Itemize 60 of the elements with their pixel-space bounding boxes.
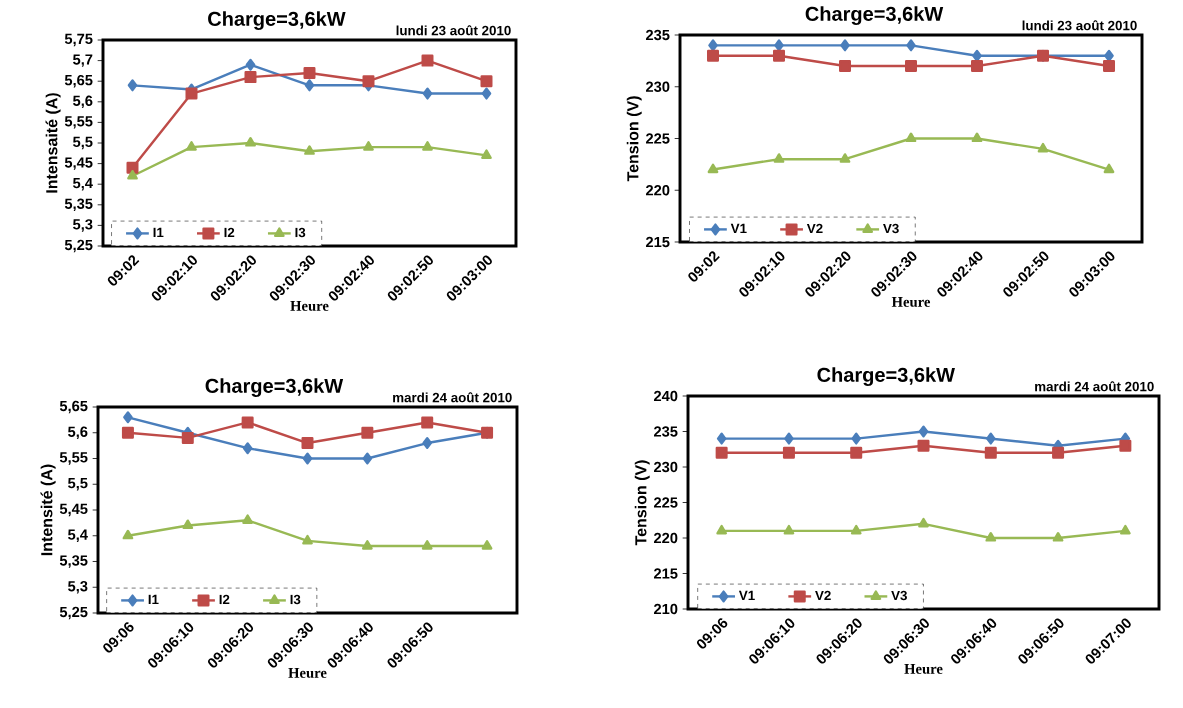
y-tick-label: 225 — [645, 133, 670, 144]
legend-label: I3 — [295, 227, 306, 238]
chart-subtitle: lundi 23 août 2010 — [1022, 20, 1137, 31]
y-tick-label: 5,3 — [73, 219, 93, 232]
y-tick-label: 5,4 — [73, 178, 93, 191]
y-tick-label: 240 — [653, 390, 678, 402]
x-axis-title: Heure — [904, 664, 943, 674]
y-tick-label: 230 — [645, 81, 670, 92]
y-tick-label: 235 — [653, 426, 678, 437]
y-tick-label: 230 — [653, 461, 678, 473]
x-axis-title: Heure — [288, 668, 327, 678]
y-tick-label: 220 — [653, 532, 678, 544]
y-tick-label: 5,25 — [59, 606, 88, 620]
x-axis-title: Heure — [290, 301, 329, 311]
y-axis-title: Intensaité (A) — [45, 93, 61, 193]
y-tick-label: 5,65 — [64, 74, 93, 88]
y-tick-label: 5,65 — [59, 400, 88, 414]
chart-title: Charge=3,6kW — [817, 367, 955, 386]
y-tick-label: 215 — [645, 236, 670, 248]
y-tick-label: 220 — [645, 185, 670, 196]
y-tick-label: 5,25 — [64, 239, 93, 253]
legend-label: V3 — [883, 223, 899, 234]
legend-label: I1 — [148, 594, 159, 604]
y-tick-label: 5,5 — [68, 478, 88, 491]
legend-label: I1 — [153, 227, 164, 237]
chart-subtitle: mardi 24 août 2010 — [1035, 381, 1154, 392]
y-tick-label: 215 — [653, 568, 678, 579]
chart-title: Charge=3,6kW — [205, 378, 344, 397]
legend-label: I2 — [219, 594, 230, 605]
y-axis-title: Tension (V) — [626, 96, 642, 182]
legend-label: I3 — [290, 594, 301, 605]
chart-subtitle: lundi 23 août 2010 — [396, 25, 511, 36]
y-axis-title: Tension (V) — [634, 460, 650, 546]
y-tick-label: 5,35 — [59, 555, 88, 568]
y-tick-label: 225 — [653, 497, 678, 508]
legend-label: V3 — [891, 590, 907, 601]
y-tick-label: 5,6 — [73, 95, 93, 109]
y-tick-label: 5,55 — [59, 452, 88, 465]
legend-label: V2 — [815, 590, 831, 601]
y-tick-label: 210 — [653, 603, 678, 615]
chart-subtitle: mardi 24 août 2010 — [393, 392, 512, 403]
y-tick-label: 5,35 — [64, 198, 93, 212]
y-axis-title: Intensité (A) — [40, 464, 56, 556]
chart-title: Charge=3,6kW — [208, 11, 346, 30]
y-tick-label: 5,5 — [73, 136, 93, 150]
y-tick-label: 5,75 — [64, 33, 93, 47]
y-tick-label: 5,6 — [68, 426, 88, 440]
chart-title: Charge=3,6kW — [805, 6, 944, 25]
x-axis-title: Heure — [891, 297, 931, 307]
legend-label: I2 — [224, 227, 235, 238]
legend-label: V2 — [806, 223, 823, 234]
y-tick-label: 5,3 — [68, 581, 88, 594]
y-tick-label: 235 — [645, 29, 670, 41]
y-tick-label: 5,45 — [64, 157, 93, 170]
y-tick-label: 5,55 — [64, 116, 93, 129]
legend-label: V1 — [730, 223, 747, 233]
legend-label: V1 — [738, 590, 755, 600]
y-tick-label: 5,4 — [68, 529, 88, 542]
y-tick-label: 5,45 — [59, 503, 88, 517]
y-tick-label: 5,7 — [73, 54, 93, 67]
